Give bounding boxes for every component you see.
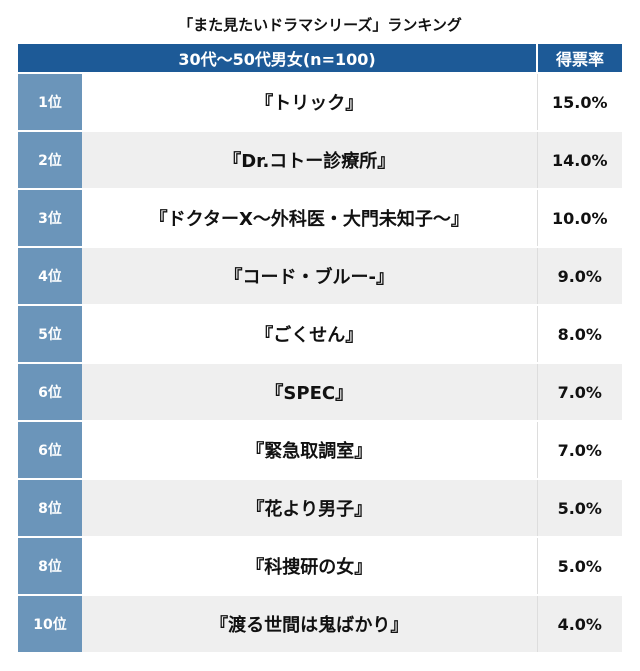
drama-title-cell: 『科捜研の女』: [82, 536, 538, 595]
drama-title-cell: 『SPEC』: [82, 362, 538, 421]
table-row: 8位 『花より男子』 5.0%: [18, 478, 623, 537]
rank-cell: 1位: [18, 72, 82, 131]
group-header: 30代〜50代男女(n=100): [18, 44, 539, 73]
drama-title-cell: 『緊急取調室』: [82, 420, 538, 479]
rank-cell: 8位: [18, 478, 82, 537]
drama-title-cell: 『花より男子』: [82, 478, 538, 537]
drama-title-cell: 『コード・ブルー-』: [82, 246, 538, 305]
ranking-table: 30代〜50代男女(n=100) 得票率 1位 『トリック』 15.0% 2位 『Dr.…: [18, 44, 623, 652]
table-row: 6位 『緊急取調室』 7.0%: [18, 420, 623, 479]
rate-header: 得票率: [537, 44, 623, 73]
drama-title-cell: 『Dr.コトー診療所』: [82, 130, 538, 189]
rank-cell: 4位: [18, 246, 82, 305]
rank-cell: 6位: [18, 362, 82, 421]
rank-cell: 8位: [18, 536, 82, 595]
drama-title-cell: 『ドクターX〜外科医・大門未知子〜』: [82, 188, 538, 247]
rank-cell: 6位: [18, 420, 82, 479]
header-row: 30代〜50代男女(n=100) 得票率: [18, 44, 623, 73]
rate-cell: 15.0%: [537, 72, 623, 131]
table-row: 6位 『SPEC』 7.0%: [18, 362, 623, 421]
table-row: 8位 『科捜研の女』 5.0%: [18, 536, 623, 595]
rate-cell: 5.0%: [537, 478, 623, 537]
rate-cell: 7.0%: [537, 420, 623, 479]
rank-cell: 3位: [18, 188, 82, 247]
drama-title-cell: 『渡る世間は鬼ばかり』: [82, 594, 538, 652]
rate-cell: 5.0%: [537, 536, 623, 595]
table-row: 1位 『トリック』 15.0%: [18, 72, 623, 131]
table-row: 5位 『ごくせん』 8.0%: [18, 304, 623, 363]
table-row: 4位 『コード・ブルー-』 9.0%: [18, 246, 623, 305]
table-row: 2位 『Dr.コトー診療所』 14.0%: [18, 130, 623, 189]
rate-cell: 7.0%: [537, 362, 623, 421]
drama-title-cell: 『トリック』: [82, 72, 538, 131]
chart-title: 「また見たいドラマシリーズ」ランキング: [178, 16, 462, 34]
drama-title-cell: 『ごくせん』: [82, 304, 538, 363]
rank-cell: 10位: [18, 594, 82, 652]
table-row: 3位 『ドクターX〜外科医・大門未知子〜』 10.0%: [18, 188, 623, 247]
rate-cell: 14.0%: [537, 130, 623, 189]
rate-cell: 4.0%: [537, 594, 623, 652]
rate-cell: 10.0%: [537, 188, 623, 247]
rate-cell: 8.0%: [537, 304, 623, 363]
rank-cell: 5位: [18, 304, 82, 363]
rate-cell: 9.0%: [537, 246, 623, 305]
rank-cell: 2位: [18, 130, 82, 189]
table-row: 10位 『渡る世間は鬼ばかり』 4.0%: [18, 594, 623, 652]
